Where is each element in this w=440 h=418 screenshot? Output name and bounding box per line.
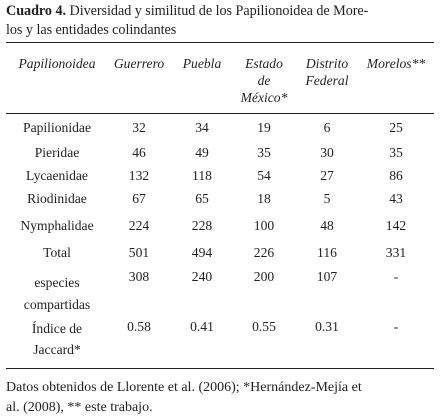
table-cell: 224 [128, 218, 150, 233]
table-cell: - [393, 319, 399, 334]
column-header: Guerrero [113, 56, 165, 71]
caption-label: Cuadro 4. [6, 3, 66, 19]
column-header: Distrito [305, 56, 349, 71]
table-cell: 0.41 [190, 319, 214, 334]
table-cell: 46 [132, 145, 146, 160]
table-cell: 501 [128, 245, 150, 260]
table-cell: 118 [192, 168, 212, 183]
table-cell: 142 [385, 218, 407, 233]
row-label: Riodinidae [27, 191, 87, 206]
table-cell: 107 [316, 269, 338, 284]
table-top-rule [6, 42, 434, 43]
column-header: Federal [305, 73, 349, 88]
table-cell: 494 [191, 245, 213, 260]
table-cell: 0.55 [252, 319, 276, 334]
column-header: Puebla [182, 56, 222, 71]
table-cell: 226 [253, 245, 275, 260]
table-cell: 228 [191, 218, 213, 233]
table-cell: 200 [253, 269, 275, 284]
table-cell: 48 [320, 218, 334, 233]
row-label: Jaccard* [33, 342, 81, 357]
table-cell: 35 [257, 145, 271, 160]
table-cell: 54 [257, 168, 271, 183]
table-cell: 240 [191, 269, 213, 284]
column-header: Papilionoidea [18, 56, 96, 71]
table-cell: 18 [257, 191, 271, 206]
table-cell: 19 [257, 120, 271, 135]
table-bottom-rule [6, 368, 434, 369]
table-cell: - [393, 269, 399, 284]
table-cell: 35 [389, 145, 403, 160]
table-header-rule [6, 113, 434, 114]
row-label: compartidas [23, 297, 91, 312]
row-label: Lycaenidae [26, 168, 88, 183]
table-cell: 25 [389, 120, 403, 135]
table-cell: 308 [128, 269, 150, 284]
table-cell: 100 [253, 218, 275, 233]
footnote-line-1: Datos obtenidos de Llorente et al. (2006… [6, 380, 362, 395]
table-cell: 331 [385, 245, 407, 260]
row-label: Nymphalidae [20, 218, 94, 233]
table-cell: 0.31 [315, 319, 339, 334]
caption-line-2: los y las entidades colindantes [6, 22, 177, 38]
row-label: Papilionidae [23, 120, 91, 135]
caption-text-1: Diversidad y similitud de los Papilionoi… [69, 3, 369, 19]
table-caption: Cuadro 4. Diversidad y similitud de los … [6, 2, 434, 40]
table-cell: 132 [128, 168, 150, 183]
table-cell: 86 [389, 168, 403, 183]
table-cell: 49 [195, 145, 209, 160]
table-cell: 6 [323, 120, 331, 135]
column-header: Morelos** [366, 56, 426, 71]
table-cell: 5 [323, 191, 331, 206]
table-cell: 27 [320, 168, 334, 183]
table-cell: 30 [320, 145, 334, 160]
footnote-line-2: al. (2008), ** este trabajo. [6, 399, 153, 415]
table-cell: 65 [195, 191, 209, 206]
column-header: México* [240, 90, 288, 105]
column-header: de [257, 73, 271, 88]
table-cell: 67 [132, 191, 146, 206]
table-cell: 34 [195, 120, 209, 135]
column-header: Estado [245, 56, 283, 71]
caption-line-1: Cuadro 4. Diversidad y similitud de los … [6, 2, 434, 21]
row-label: Total [43, 245, 71, 260]
row-label: Índice de [31, 321, 83, 336]
table-cell: 116 [317, 245, 337, 260]
table-footnote: Datos obtenidos de Llorente et al. (2006… [6, 378, 436, 417]
row-label: especies [34, 275, 80, 290]
table-cell: 32 [132, 120, 146, 135]
table-cell: 43 [389, 191, 403, 206]
row-label: Pieridae [34, 145, 80, 160]
table-cell: 0.58 [127, 319, 151, 334]
